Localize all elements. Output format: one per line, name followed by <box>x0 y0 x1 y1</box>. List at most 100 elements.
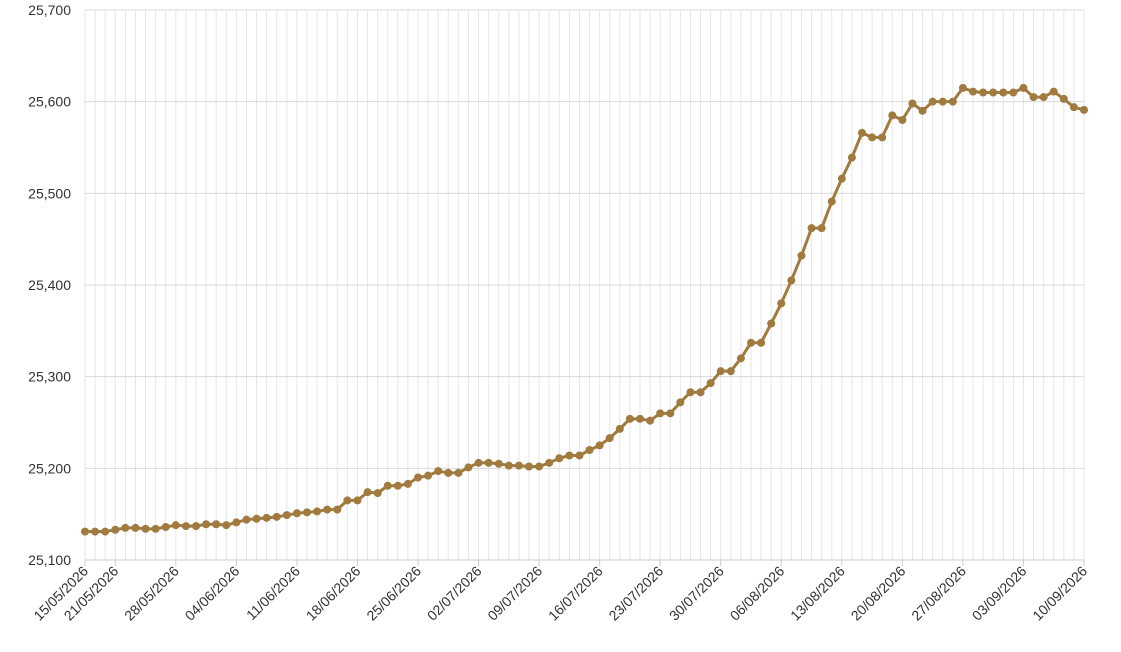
data-point <box>222 521 231 530</box>
data-point <box>121 523 130 532</box>
data-point <box>262 513 271 522</box>
data-point <box>908 99 917 108</box>
data-point <box>757 338 766 347</box>
x-tick-label: 27/08/2026 <box>908 563 969 624</box>
data-point <box>383 481 392 490</box>
series-line <box>83 86 1086 534</box>
y-tick-label: 25,200 <box>28 460 71 476</box>
data-point <box>444 468 453 477</box>
y-tick-label: 25,600 <box>28 94 71 110</box>
x-tick-label: 28/05/2026 <box>121 563 182 624</box>
x-tick-label: 18/06/2026 <box>303 563 364 624</box>
data-point <box>625 414 634 423</box>
x-tick-label: 04/06/2026 <box>182 563 243 624</box>
data-point <box>434 467 443 476</box>
data-point <box>1019 83 1028 92</box>
data-point <box>696 388 705 397</box>
x-tick-label: 23/07/2026 <box>605 563 666 624</box>
y-axis: 25,700 25,600 25,500 25,400 25,300 25,200 25,1… <box>28 2 71 568</box>
data-point <box>414 473 422 482</box>
data-point <box>868 133 877 142</box>
data-point <box>585 446 594 454</box>
data-point <box>1049 87 1058 96</box>
data-point <box>353 496 362 505</box>
data-point <box>888 111 897 120</box>
data-point <box>343 496 352 505</box>
x-tick-label: 20/08/2026 <box>848 563 909 624</box>
data-point <box>504 461 513 470</box>
data-point <box>777 299 786 308</box>
data-point <box>91 527 100 536</box>
y-tick-label: 25,500 <box>28 185 71 201</box>
x-tick-label: 16/07/2026 <box>545 563 606 624</box>
data-point <box>81 527 89 536</box>
data-point <box>171 521 180 530</box>
data-point <box>878 133 887 142</box>
data-point <box>1009 88 1018 97</box>
data-point <box>807 224 816 233</box>
data-point <box>615 424 624 433</box>
data-point <box>1039 93 1048 102</box>
x-tick-label: 25/06/2026 <box>363 563 424 624</box>
data-point <box>545 458 554 467</box>
data-point <box>747 338 755 347</box>
data-point <box>333 505 342 514</box>
data-point <box>272 512 281 521</box>
x-tick-label: 02/07/2026 <box>424 563 485 624</box>
data-point <box>969 87 977 96</box>
data-point <box>676 398 685 407</box>
data-point <box>767 319 776 328</box>
data-point <box>736 354 745 363</box>
data-point <box>999 88 1008 97</box>
y-tick-label: 25,400 <box>28 277 71 293</box>
data-point <box>232 518 241 527</box>
x-tick-label: 03/09/2026 <box>969 563 1030 624</box>
y-tick-label: 25,700 <box>28 2 71 18</box>
data-point <box>323 505 332 514</box>
data-point <box>1059 94 1068 103</box>
data-point <box>979 88 988 97</box>
data-point <box>242 515 251 524</box>
data-point <box>898 116 907 124</box>
data-point <box>494 459 503 468</box>
data-point <box>181 522 190 531</box>
data-point <box>393 481 402 490</box>
data-point <box>827 197 836 206</box>
x-tick-label: 11/06/2026 <box>243 563 303 623</box>
data-point <box>928 97 937 106</box>
x-tick-label: 06/08/2026 <box>727 563 788 624</box>
data-point <box>837 174 846 183</box>
data-point <box>595 441 604 450</box>
series-layer <box>81 83 1088 536</box>
x-tick-label: 30/07/2026 <box>666 563 727 624</box>
data-point <box>424 471 433 480</box>
data-point <box>716 367 725 376</box>
data-point <box>282 511 291 520</box>
data-point <box>131 523 140 532</box>
data-point <box>141 524 150 533</box>
data-point <box>464 463 473 472</box>
y-tick-label: 25,100 <box>28 552 71 568</box>
data-point <box>686 388 695 397</box>
data-point <box>252 514 261 523</box>
data-point <box>101 527 110 536</box>
data-point <box>989 88 998 97</box>
data-point <box>192 522 200 531</box>
data-point <box>1029 93 1038 102</box>
data-point <box>111 525 120 534</box>
data-point <box>787 276 796 285</box>
data-point <box>605 434 614 443</box>
data-point <box>817 224 826 233</box>
x-tick-label: 13/08/2026 <box>787 563 848 624</box>
data-point <box>454 468 463 477</box>
data-point <box>656 409 665 418</box>
data-point <box>514 461 523 470</box>
data-point <box>313 507 322 516</box>
data-point <box>363 488 372 497</box>
data-point <box>151 524 160 533</box>
data-point <box>706 379 715 388</box>
data-point <box>525 462 533 471</box>
y-tick-label: 25,300 <box>28 369 71 385</box>
data-point <box>858 128 866 137</box>
